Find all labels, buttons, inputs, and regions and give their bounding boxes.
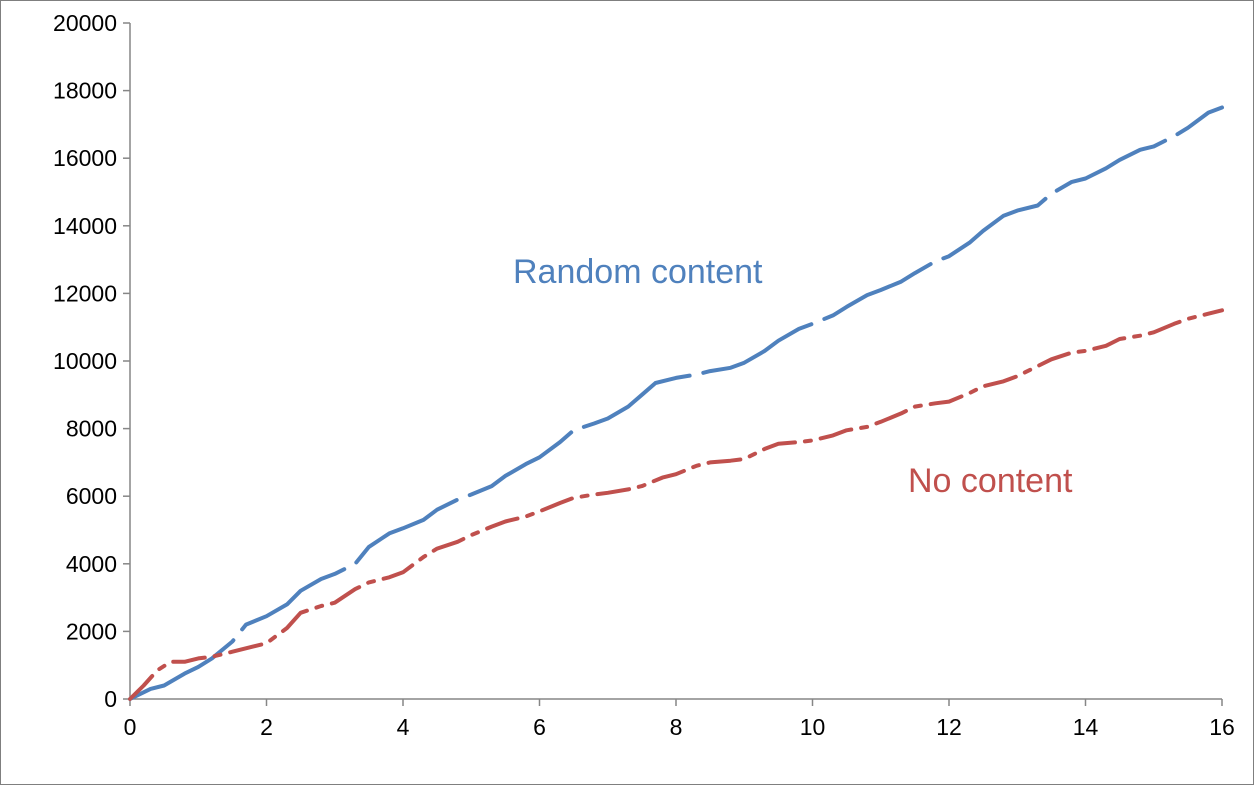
y-tick-label: 18000 [53,78,117,104]
annotation-layer: Random content No content [513,253,1073,500]
series-line-random-content [128,105,1224,701]
x-tick-label: 8 [670,714,683,740]
y-tick-label: 16000 [53,145,117,171]
x-ticks: 0 2 4 6 8 10 12 14 16 [124,699,1235,740]
y-tick-label: 4000 [66,551,117,577]
y-ticks: 0 2000 4000 6000 8000 10000 12000 14000 16000 180… [53,10,130,712]
y-tick-label: 6000 [66,483,117,509]
x-tick-label: 14 [1073,714,1099,740]
y-tick-label: 2000 [66,618,117,644]
y-tick-label: 14000 [53,213,117,239]
annotation-no-content: No content [908,462,1073,500]
y-tick-label: 8000 [66,416,117,442]
x-tick-label: 0 [124,714,137,740]
y-tick-label: 10000 [53,348,117,374]
x-tick-label: 12 [936,714,962,740]
series-layer [128,105,1224,701]
x-tick-label: 16 [1209,714,1235,740]
y-tick-label: 0 [104,686,117,712]
x-tick-label: 4 [397,714,410,740]
series-line-no-content [128,308,1224,701]
y-tick-label: 20000 [53,10,117,36]
x-tick-label: 6 [533,714,546,740]
x-tick-label: 10 [800,714,826,740]
annotation-random-content: Random content [513,253,763,291]
y-tick-label: 12000 [53,280,117,306]
x-tick-label: 2 [260,714,273,740]
